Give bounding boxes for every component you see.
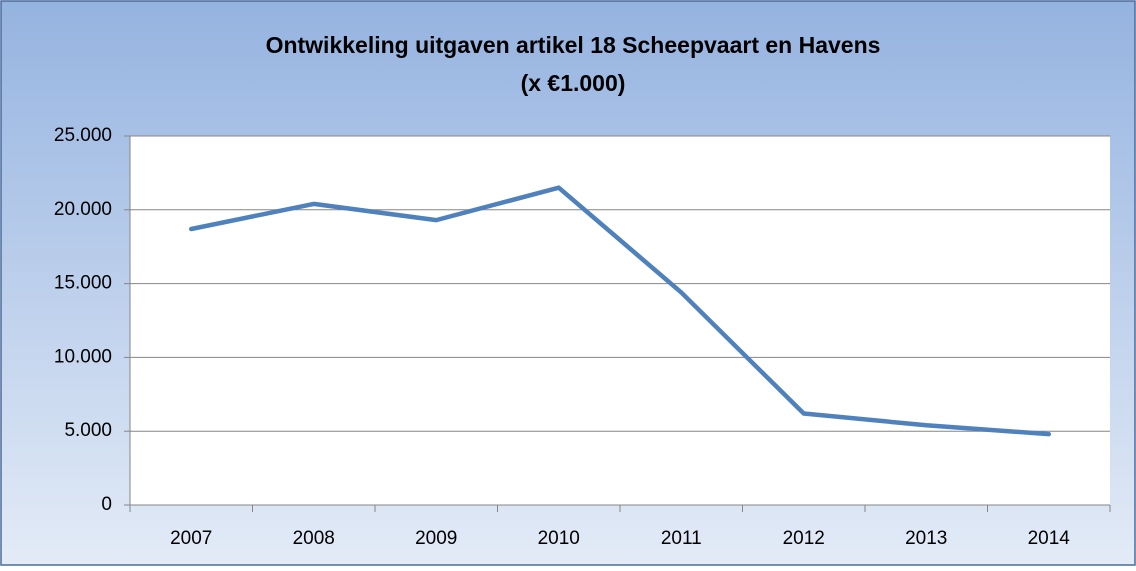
x-tick-label: 2010: [538, 528, 580, 549]
x-tick-label: 2007: [170, 528, 212, 549]
y-tick-label: 20.000: [54, 199, 112, 220]
y-tick-label: 0: [101, 494, 112, 515]
x-tick-label: 2011: [661, 528, 702, 549]
plot-area: [130, 136, 1110, 505]
line-series: [189, 185, 1051, 437]
y-tick-label: 10.000: [54, 346, 112, 367]
chart-subtitle: (x €1.000): [521, 70, 626, 96]
chart-title: Ontwikkeling uitgaven artikel 18 Scheepv…: [266, 32, 881, 58]
y-tick-label: 25.000: [54, 125, 112, 146]
x-tick-label: 2012: [783, 528, 825, 549]
x-tick-label: 2014: [1028, 528, 1071, 549]
x-tick-label: 2013: [905, 528, 947, 549]
y-tick-label: 15.000: [54, 273, 112, 294]
x-tick-label: 2009: [415, 528, 457, 549]
y-tick-label: 5.000: [64, 420, 112, 441]
x-tick-label: 2008: [293, 528, 335, 549]
